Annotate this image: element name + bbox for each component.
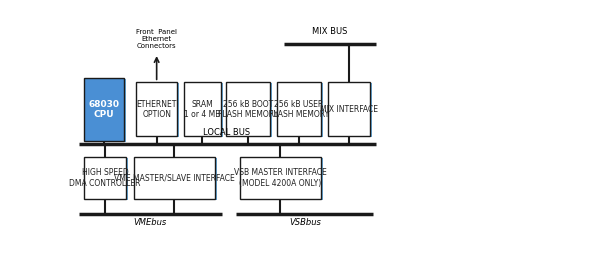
Bar [229, 83, 272, 137]
Bar [184, 82, 220, 136]
Text: LOCAL BUS: LOCAL BUS [203, 129, 249, 137]
Bar [186, 83, 223, 137]
Bar [139, 83, 179, 137]
Bar [134, 157, 214, 199]
Text: ETHERNET
OPTION: ETHERNET OPTION [137, 100, 177, 119]
Bar [331, 83, 372, 137]
Bar [84, 78, 124, 140]
Text: VSBbus: VSBbus [289, 218, 321, 227]
Text: 68030
CPU: 68030 CPU [89, 100, 119, 119]
Text: 256 kB USER
FLASH MEMORY: 256 kB USER FLASH MEMORY [268, 100, 329, 119]
Bar [279, 83, 323, 137]
Text: MIX INTERFACE: MIX INTERFACE [320, 105, 378, 114]
Bar [137, 158, 217, 200]
Bar [87, 158, 128, 200]
Text: Front  Panel
Ethernet
Connectors: Front Panel Ethernet Connectors [136, 29, 177, 49]
Text: HIGH SPEED
DMA CONTROLLER: HIGH SPEED DMA CONTROLLER [69, 168, 141, 188]
Bar [137, 82, 177, 136]
Bar [240, 157, 321, 199]
Text: VMEbus: VMEbus [134, 218, 167, 227]
Bar [226, 82, 270, 136]
Text: SRAM
1 or 4 MB: SRAM 1 or 4 MB [184, 100, 220, 119]
Bar [277, 82, 321, 136]
Text: VSB MASTER INTERFACE
(MODEL 4200A ONLY): VSB MASTER INTERFACE (MODEL 4200A ONLY) [234, 168, 327, 188]
Text: MIX BUS: MIX BUS [312, 26, 347, 36]
Text: VME MASTER/SLAVE INTERFACE: VME MASTER/SLAVE INTERFACE [114, 173, 235, 183]
Bar [242, 158, 323, 200]
Bar [87, 79, 126, 141]
Bar [84, 157, 126, 199]
Bar [328, 82, 370, 136]
Text: 256 kB BOOT
FLASH MEMORY: 256 kB BOOT FLASH MEMORY [218, 100, 278, 119]
